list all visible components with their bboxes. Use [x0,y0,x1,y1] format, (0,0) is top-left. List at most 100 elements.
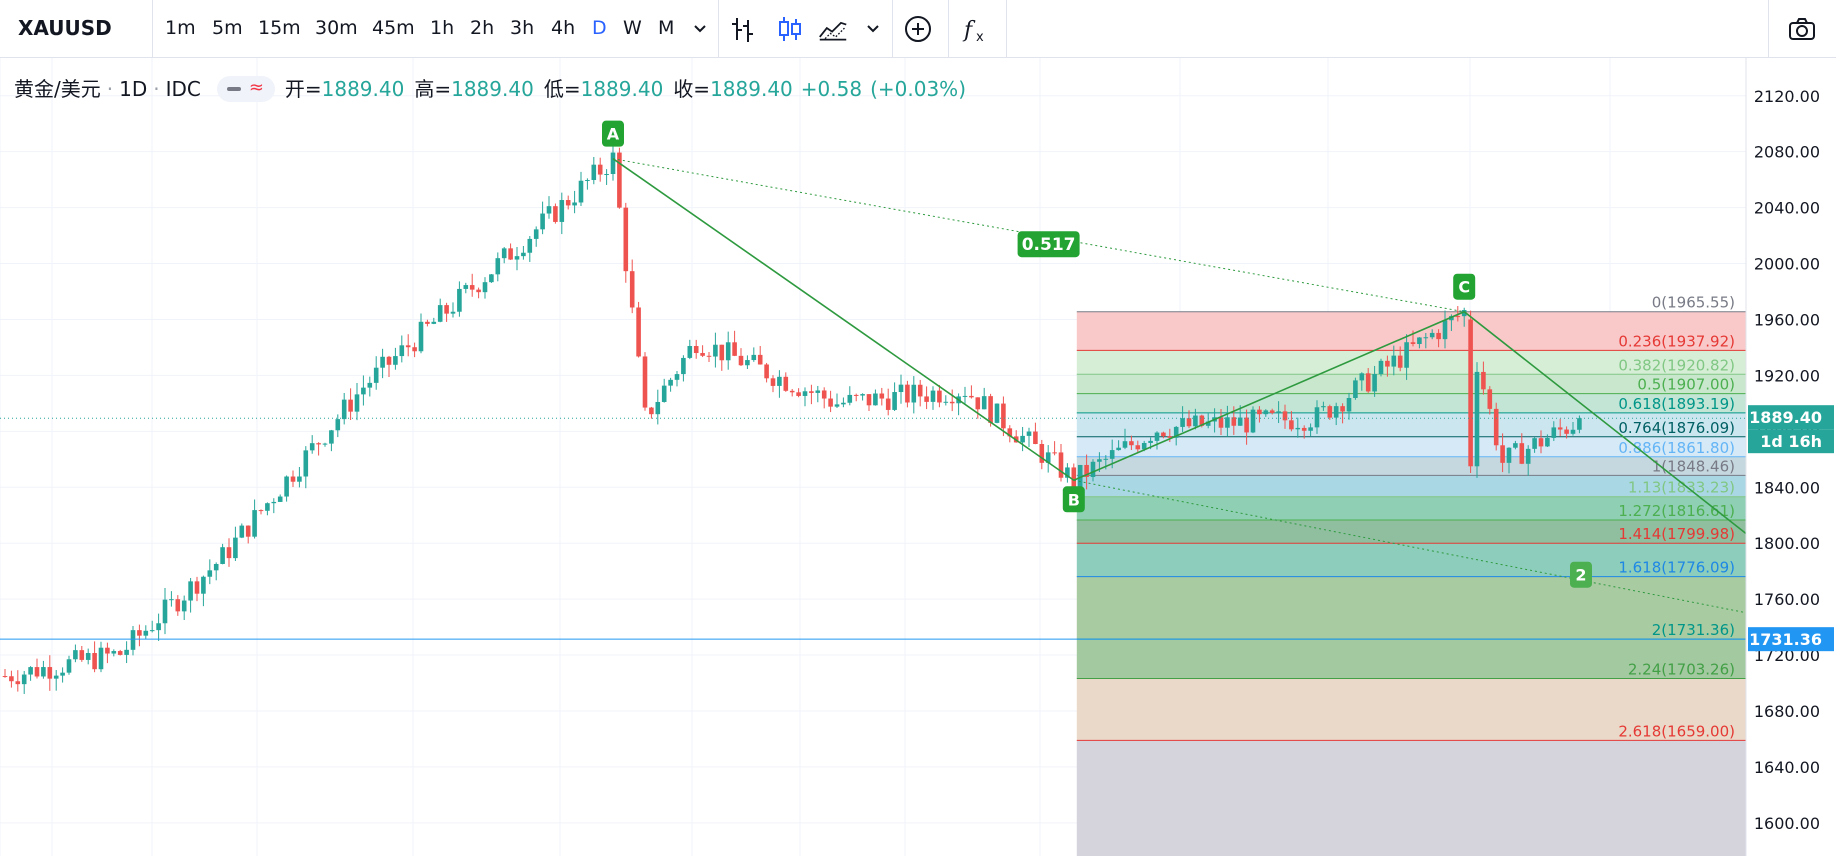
candle-body [130,630,136,650]
candle-body [514,256,520,260]
candle-body [399,345,405,357]
indicators-icon[interactable] [818,14,848,44]
current-price-tag [1748,405,1834,430]
candle-body [233,537,238,559]
candle-body [841,402,846,405]
candle-body [341,399,347,420]
interval-2h-button[interactable]: 2h [470,17,495,39]
ac-ratio-badge[interactable] [1017,231,1080,258]
interval-1m-button[interactable]: 1m [165,17,196,39]
candle-body [1513,443,1518,448]
candle-body [405,345,411,348]
chevron-down-icon[interactable] [858,14,888,44]
candle-body [610,152,616,175]
symbol-search-button[interactable]: XAUUSD [18,16,112,40]
candle-body [450,311,456,314]
candle-body [1116,447,1121,451]
interval-d-button[interactable]: D [592,17,607,39]
candle-body [898,384,904,393]
candle-body [1321,406,1326,408]
candle-body [143,630,149,636]
candle-body [60,672,65,676]
interval-1h-button[interactable]: 1h [430,17,455,39]
candle-body [770,378,776,386]
candle-body [1084,464,1089,477]
candle-body [949,401,955,404]
candle-body [1045,452,1051,463]
countdown-tag-text: 1d 16h [1760,432,1822,451]
candle-body [1429,332,1435,338]
add-circle-icon[interactable] [903,14,933,44]
candle-body [1500,445,1505,463]
candle-body [1257,409,1262,415]
point-a-label[interactable] [602,120,624,147]
candlestick-series [0,145,1746,694]
point-b-label[interactable] [1062,486,1085,513]
fib-zone [1076,496,1746,520]
interval-15m-button[interactable]: 15m [258,17,301,39]
candle-body [213,563,219,571]
candle-body [457,288,462,312]
candle-body [226,547,232,559]
candle-body [181,600,187,612]
fib-zone [1076,393,1746,413]
price-chart[interactable]: 0(1965.55) 0.236(1937.92) 0.382(1920.82) 0.… [0,58,1836,856]
interval-3h-button[interactable]: 3h [510,17,535,39]
candle-body [738,355,744,366]
candle-body [28,667,33,675]
legend-visibility-toggle[interactable]: ≈ [216,75,275,102]
candle-body [1570,429,1576,434]
bd-ratio-badge-text: 2 [1575,566,1586,585]
candle-body [1481,371,1486,390]
interval-45m-button[interactable]: 45m [372,17,415,39]
candle-body [1289,420,1294,430]
candle-body [828,398,833,407]
legend-low-label: 低= [543,77,581,101]
candle-body [1205,421,1211,426]
candle-body [1327,406,1333,418]
candle-body [322,443,328,445]
camera-icon[interactable] [1787,14,1817,44]
candle-body [1244,417,1249,433]
bd-ratio-badge[interactable] [1570,561,1592,588]
candle-body [418,321,424,352]
candle-body [1173,426,1179,438]
fib-zone [1076,436,1746,457]
interval-5m-button[interactable]: 5m [212,17,243,39]
candle-body [847,394,853,403]
interval-w-button[interactable]: W [623,17,642,39]
candle-body [1378,360,1384,375]
candle-body [1237,417,1243,426]
candle-body [380,356,385,368]
candle-body [866,394,872,406]
candle-body [1295,427,1301,430]
fib-level-label: 1(1848.46) [1652,457,1735,475]
candle-body [546,206,552,214]
price-axis[interactable]: 2120.00 2080.00 2040.00 2000.00 1960.00 1920.… [1745,58,1836,856]
bd-ratio-line [1073,479,1836,631]
candlestick-icon[interactable] [775,14,805,44]
candle-body [1154,432,1160,441]
svg-text:f: f [962,18,976,43]
bar-chart-icon[interactable] [728,14,758,44]
candle-body [348,399,353,412]
candle-body [437,305,443,322]
candle-body [745,360,750,366]
candle-body [885,398,891,410]
chevron-down-icon[interactable] [685,14,715,44]
interval-4h-button[interactable]: 4h [551,17,576,39]
interval-m-button[interactable]: M [658,17,675,39]
candle-body [265,503,270,511]
candle-body [924,396,929,402]
candle-body [1135,445,1141,450]
candle-body [354,394,360,412]
interval-30m-button[interactable]: 30m [315,17,358,39]
price-tick-label: 1920.00 [1754,366,1820,385]
price-tick-label: 2080.00 [1754,143,1820,162]
legend-timeframe: 1D [119,77,148,101]
candle-body [764,364,769,379]
candle-body [553,206,558,222]
point-c-label[interactable] [1453,273,1476,300]
